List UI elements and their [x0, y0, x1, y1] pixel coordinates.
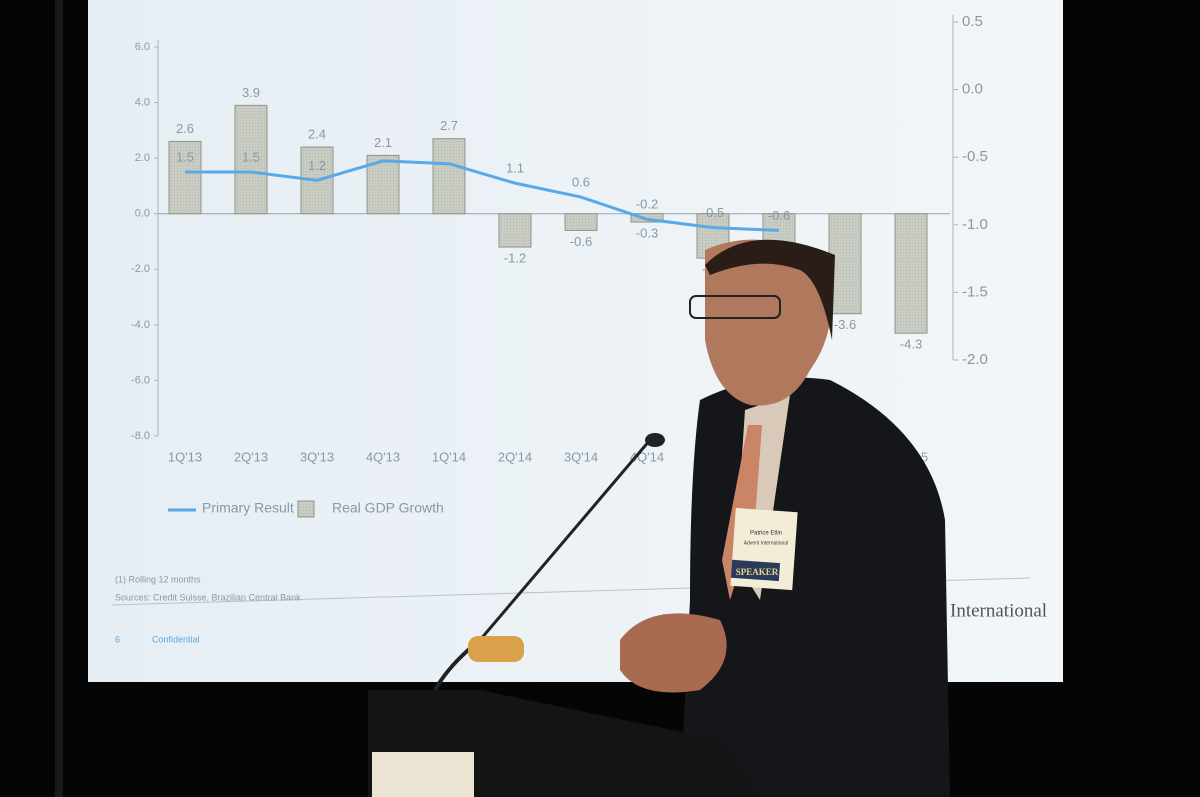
confidential: Confidential: [152, 634, 200, 644]
y2-tick-label: -2.0: [962, 351, 988, 368]
curtain: [55, 0, 63, 797]
line-label: 0.6: [572, 174, 590, 189]
y-tick-label: -6.0: [131, 374, 150, 386]
mic-head: [645, 433, 665, 447]
legend-label: Real GDP Growth: [332, 500, 444, 516]
y-tick-label: -2.0: [131, 263, 150, 275]
badge-role: SPEAKER: [736, 567, 779, 577]
bar-label: 2.7: [440, 118, 458, 133]
bar-label: -4.3: [900, 337, 922, 352]
x-tick-label: 2Q'13: [234, 449, 268, 464]
bar-label: -1.2: [504, 250, 526, 265]
suit: [680, 377, 950, 797]
sources: Sources: Credit Suisse, Brazilian Centra…: [115, 592, 301, 602]
y2-tick-label: 0.5: [962, 13, 983, 30]
line-label: -0.2: [636, 197, 658, 212]
bar: [432, 138, 466, 215]
line: [185, 159, 780, 232]
bar-label: -0.6: [570, 234, 592, 249]
page-number: 6: [115, 634, 120, 644]
hands: [620, 613, 727, 693]
badge-banner: [730, 559, 781, 582]
x-tick-label: 1Q'13: [168, 449, 202, 464]
y-tick-label: 6.0: [135, 41, 150, 53]
bar-label: 3.9: [242, 85, 260, 100]
y2-tick-label: 0.0: [962, 81, 983, 98]
badge-name: Patrice Etlin: [750, 531, 782, 537]
y-tick-label: -4.0: [131, 319, 150, 331]
y2-tick-label: -0.5: [962, 148, 988, 165]
bar: [564, 213, 598, 231]
y-tick-label: -8.0: [131, 430, 150, 442]
y2-tick-label: -1.0: [962, 216, 988, 233]
bar: [894, 213, 928, 334]
hair: [705, 239, 835, 340]
y-tick-label: 2.0: [135, 152, 150, 164]
podium-sign: [372, 752, 474, 797]
line-label: 1.5: [176, 149, 194, 164]
face: [705, 239, 833, 406]
bar-label: 2.4: [308, 126, 326, 141]
x-tick-label: 3Q'14: [564, 449, 598, 464]
bar: [498, 213, 532, 248]
mic-stem: [478, 439, 652, 641]
y-tick-label: 0.0: [135, 208, 150, 220]
lamp: [468, 636, 524, 662]
glasses: [689, 295, 781, 319]
line-label: -0.5: [702, 205, 724, 220]
line-label: -0.6: [768, 208, 790, 223]
y2-tick-label: -1.5: [962, 283, 988, 300]
line-label: 1.5: [242, 149, 260, 164]
bar: [234, 104, 268, 215]
bar-label: -0.3: [636, 225, 658, 240]
badge-company: Advent International: [744, 540, 788, 546]
footnote: (1) Rolling 12 months: [115, 574, 201, 584]
y-tick-label: 4.0: [135, 96, 150, 108]
line-label: 1.2: [308, 158, 326, 173]
x-tick-label: 2Q'14: [498, 449, 532, 464]
bar-label: 2.1: [374, 135, 392, 150]
bar: [168, 140, 202, 215]
legend-swatch: [297, 500, 315, 518]
x-tick-label: 3Q'13: [300, 449, 334, 464]
legend-label: Primary Result: [202, 500, 294, 516]
x-tick-label: 1Q'14: [432, 449, 466, 464]
x-tick-label: 4Q'13: [366, 449, 400, 464]
bar-label: -3.6: [834, 317, 856, 332]
bar-label: 2.6: [176, 121, 194, 136]
line-label: 1.1: [506, 161, 524, 176]
logo: International: [950, 600, 1047, 621]
